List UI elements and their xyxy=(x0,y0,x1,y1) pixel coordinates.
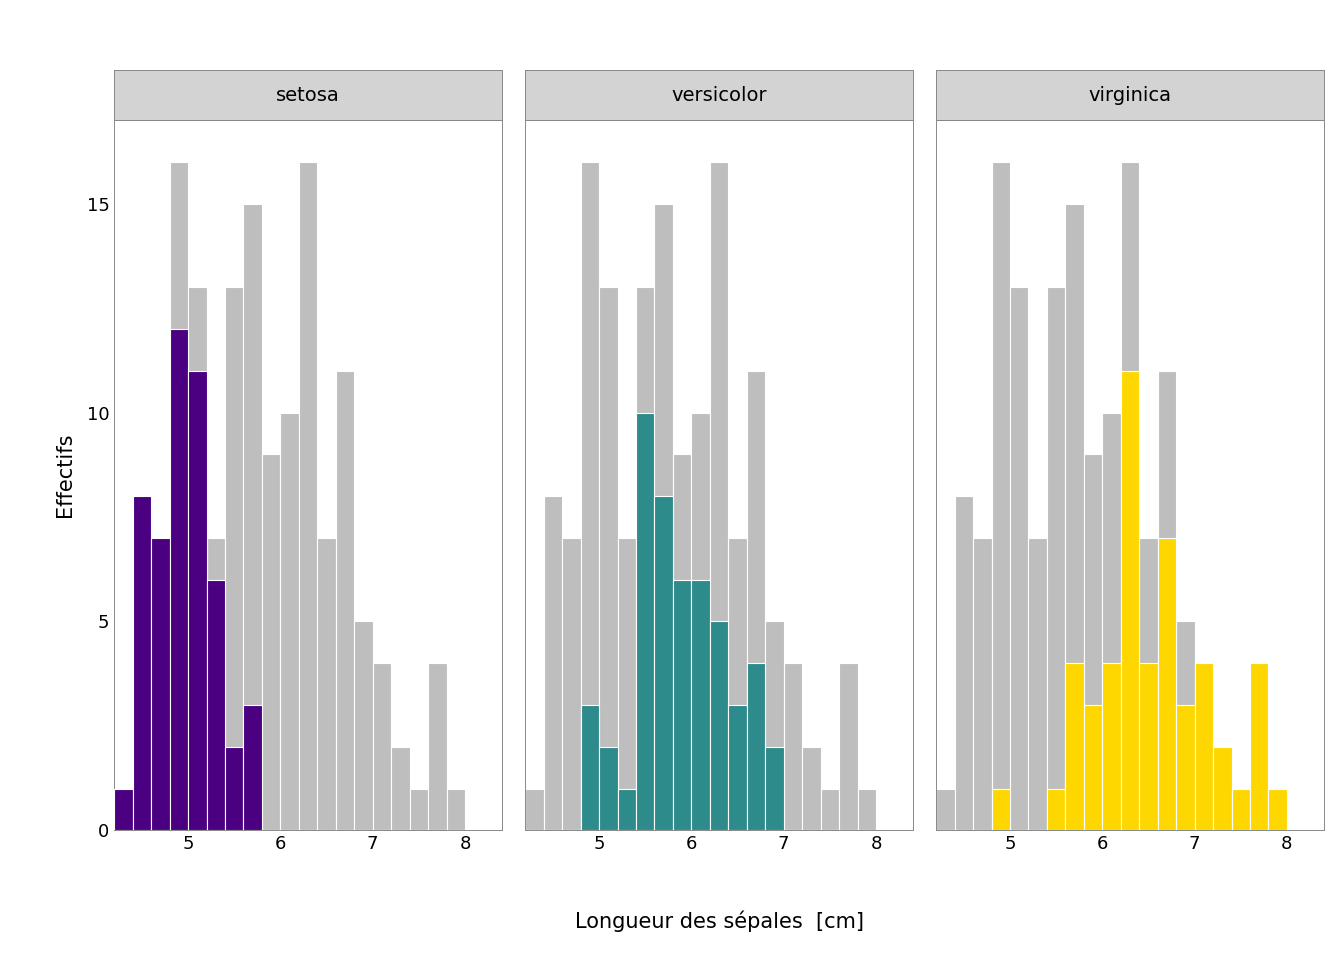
Bar xyxy=(1157,538,1176,830)
Bar xyxy=(1121,371,1140,830)
Bar xyxy=(169,329,188,830)
Bar xyxy=(581,162,599,830)
Bar xyxy=(207,580,224,830)
Bar xyxy=(262,454,281,830)
Bar xyxy=(355,621,372,830)
Bar xyxy=(1231,788,1250,830)
Bar xyxy=(599,287,617,830)
Bar xyxy=(317,538,336,830)
Bar xyxy=(673,454,691,830)
Bar xyxy=(673,580,691,830)
Bar xyxy=(992,788,1009,830)
Bar xyxy=(169,162,188,830)
Bar xyxy=(281,413,298,830)
Bar xyxy=(765,621,784,830)
Bar xyxy=(691,580,710,830)
Bar xyxy=(1269,788,1288,830)
Bar xyxy=(973,538,992,830)
Bar xyxy=(562,538,581,830)
Bar xyxy=(1214,747,1231,830)
Bar xyxy=(937,788,954,830)
Bar xyxy=(410,788,429,830)
Bar xyxy=(992,162,1009,830)
Text: Longueur des sépales  [cm]: Longueur des sépales [cm] xyxy=(574,911,864,932)
Bar xyxy=(581,705,599,830)
Bar xyxy=(114,788,133,830)
Bar xyxy=(207,538,224,830)
Bar xyxy=(765,747,784,830)
Bar xyxy=(802,747,821,830)
Bar xyxy=(133,496,151,830)
Bar xyxy=(1140,538,1157,830)
Bar xyxy=(114,788,133,830)
Bar xyxy=(1102,663,1121,830)
Bar xyxy=(636,413,655,830)
Bar xyxy=(372,663,391,830)
Bar xyxy=(655,204,673,830)
Bar xyxy=(224,287,243,830)
Bar xyxy=(636,287,655,830)
Bar xyxy=(1083,705,1102,830)
Bar xyxy=(243,705,262,830)
Bar xyxy=(446,788,465,830)
Bar xyxy=(1066,663,1083,830)
Bar xyxy=(298,162,317,830)
Bar xyxy=(336,371,355,830)
Bar xyxy=(1157,371,1176,830)
Bar xyxy=(1047,788,1066,830)
Bar xyxy=(1028,538,1047,830)
Bar xyxy=(151,538,169,830)
Bar xyxy=(1250,663,1269,830)
Bar xyxy=(188,287,207,830)
Bar xyxy=(1231,788,1250,830)
Bar xyxy=(224,747,243,830)
Bar xyxy=(391,747,410,830)
Bar xyxy=(429,663,446,830)
Bar xyxy=(747,371,765,830)
Bar xyxy=(1083,454,1102,830)
Y-axis label: Effectifs: Effectifs xyxy=(55,433,75,517)
Bar xyxy=(243,204,262,830)
Bar xyxy=(821,788,839,830)
Bar xyxy=(1176,621,1195,830)
Bar xyxy=(151,538,169,830)
Bar xyxy=(839,663,857,830)
Bar xyxy=(954,496,973,830)
Bar xyxy=(599,747,617,830)
Bar xyxy=(1269,788,1288,830)
Bar xyxy=(1176,705,1195,830)
Bar xyxy=(1047,287,1066,830)
Bar xyxy=(1102,413,1121,830)
Bar xyxy=(691,413,710,830)
Bar xyxy=(526,788,544,830)
Bar xyxy=(728,705,747,830)
Bar xyxy=(747,663,765,830)
Bar xyxy=(784,663,802,830)
Bar xyxy=(857,788,876,830)
Bar xyxy=(1250,663,1269,830)
Bar xyxy=(1195,663,1214,830)
Bar xyxy=(1195,663,1214,830)
Bar xyxy=(728,538,747,830)
Bar xyxy=(617,788,636,830)
Bar xyxy=(1066,204,1083,830)
Bar xyxy=(133,496,151,830)
Bar xyxy=(1009,287,1028,830)
Bar xyxy=(710,162,728,830)
Bar xyxy=(655,496,673,830)
Bar xyxy=(1214,747,1231,830)
Bar xyxy=(544,496,562,830)
Bar xyxy=(1140,663,1157,830)
Bar xyxy=(710,621,728,830)
Bar xyxy=(188,371,207,830)
Bar xyxy=(617,538,636,830)
Bar xyxy=(1121,162,1140,830)
